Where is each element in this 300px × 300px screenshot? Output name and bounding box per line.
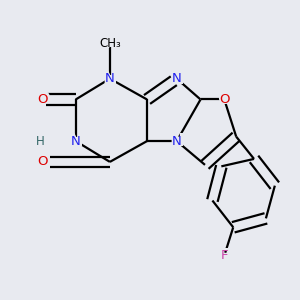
Text: O: O (36, 153, 50, 171)
Text: N: N (172, 135, 182, 148)
Text: O: O (38, 93, 48, 106)
Text: F: F (220, 249, 228, 262)
Text: N: N (172, 72, 182, 85)
Text: N: N (169, 70, 184, 88)
Text: O: O (38, 155, 48, 168)
Text: N: N (103, 70, 117, 88)
Text: O: O (36, 91, 50, 109)
Text: H: H (36, 135, 44, 148)
Text: H: H (33, 134, 47, 148)
Text: CH₃: CH₃ (99, 37, 121, 50)
Text: N: N (71, 135, 81, 148)
Text: N: N (68, 132, 83, 150)
Text: N: N (169, 132, 184, 150)
Text: CH₃: CH₃ (94, 35, 126, 50)
Text: F: F (218, 247, 230, 265)
Text: O: O (217, 91, 232, 109)
Text: N: N (105, 72, 115, 85)
Text: O: O (219, 93, 230, 106)
